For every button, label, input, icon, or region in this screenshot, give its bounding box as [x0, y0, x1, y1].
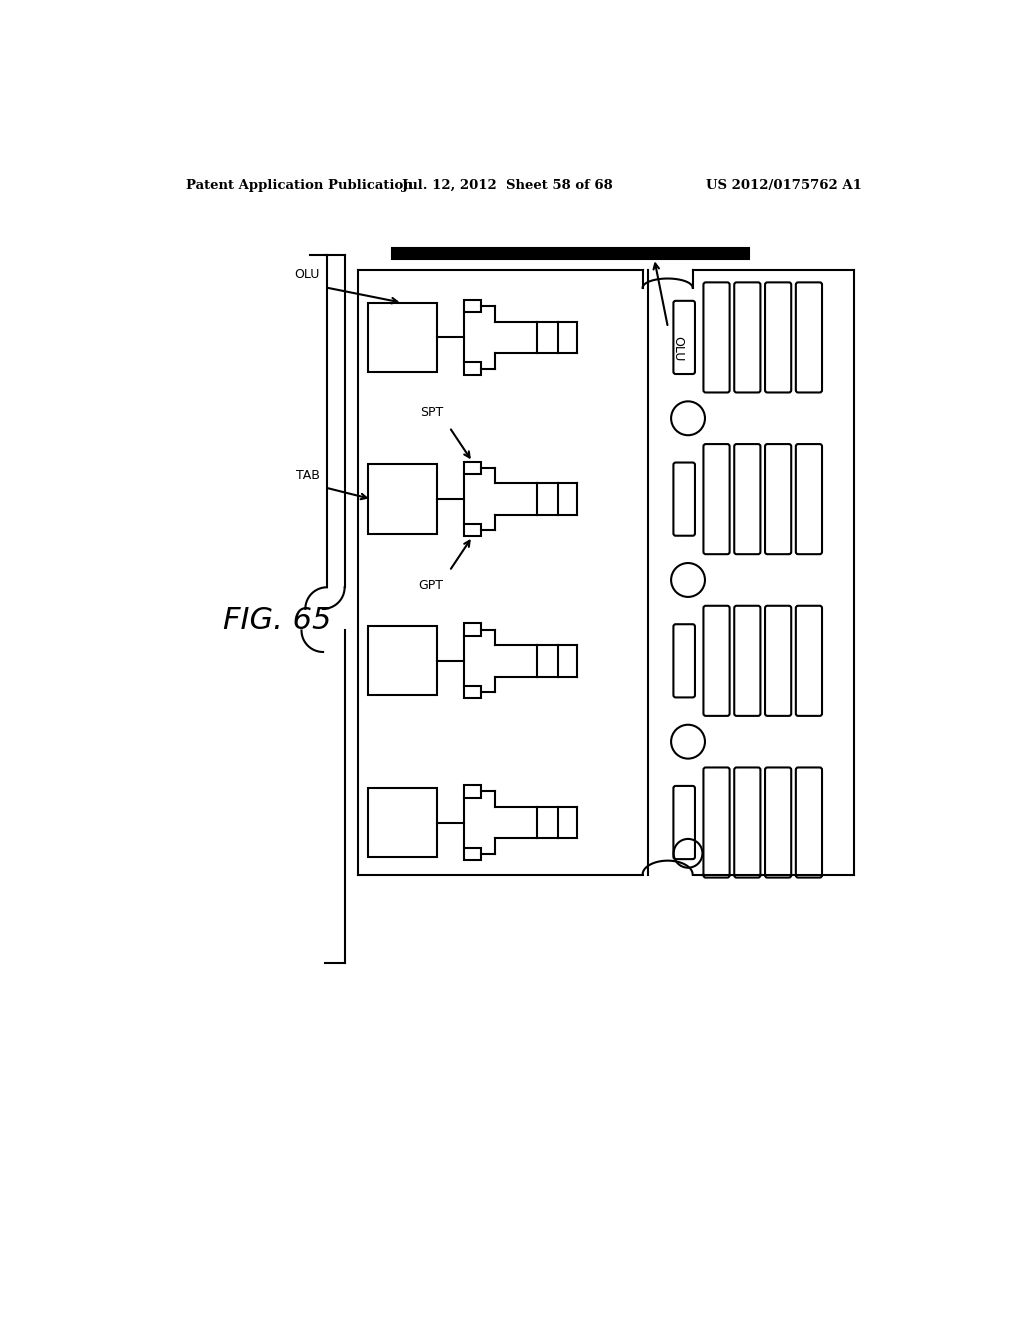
FancyBboxPatch shape — [796, 282, 822, 392]
Bar — [368, 788, 437, 857]
FancyBboxPatch shape — [674, 462, 695, 536]
FancyBboxPatch shape — [796, 606, 822, 715]
Bar — [464, 847, 481, 859]
FancyBboxPatch shape — [703, 606, 730, 715]
FancyBboxPatch shape — [734, 767, 761, 878]
Text: GPT: GPT — [418, 579, 443, 591]
FancyBboxPatch shape — [796, 444, 822, 554]
Text: OLU: OLU — [671, 335, 684, 360]
Text: Patent Application Publication: Patent Application Publication — [186, 178, 413, 191]
Bar — [368, 302, 437, 372]
Text: FIG. 65: FIG. 65 — [223, 606, 332, 635]
Text: SPT: SPT — [420, 407, 443, 420]
FancyBboxPatch shape — [765, 282, 792, 392]
FancyBboxPatch shape — [734, 444, 761, 554]
FancyBboxPatch shape — [703, 282, 730, 392]
Bar — [464, 686, 481, 698]
FancyBboxPatch shape — [765, 767, 792, 878]
Bar — [464, 363, 481, 375]
FancyBboxPatch shape — [703, 767, 730, 878]
Bar — [464, 300, 481, 313]
FancyBboxPatch shape — [734, 606, 761, 715]
FancyBboxPatch shape — [674, 785, 695, 859]
Text: US 2012/0175762 A1: US 2012/0175762 A1 — [707, 178, 862, 191]
FancyBboxPatch shape — [765, 444, 792, 554]
Bar — [464, 524, 481, 536]
Bar — [368, 626, 437, 696]
Bar — [464, 785, 481, 797]
Bar — [464, 462, 481, 474]
FancyBboxPatch shape — [796, 767, 822, 878]
Bar — [392, 248, 749, 259]
FancyBboxPatch shape — [674, 301, 695, 374]
Text: Jul. 12, 2012  Sheet 58 of 68: Jul. 12, 2012 Sheet 58 of 68 — [402, 178, 613, 191]
Bar — [368, 465, 437, 533]
FancyBboxPatch shape — [674, 624, 695, 697]
Bar — [464, 623, 481, 636]
Text: TAB: TAB — [296, 469, 319, 482]
FancyBboxPatch shape — [765, 606, 792, 715]
FancyBboxPatch shape — [703, 444, 730, 554]
Text: OLU: OLU — [295, 268, 319, 281]
FancyBboxPatch shape — [734, 282, 761, 392]
